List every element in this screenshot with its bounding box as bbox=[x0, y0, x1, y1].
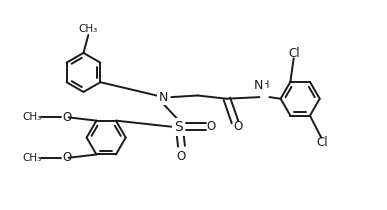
Text: H: H bbox=[262, 80, 270, 90]
Text: O: O bbox=[233, 120, 243, 133]
Text: N: N bbox=[159, 91, 168, 104]
Text: Cl: Cl bbox=[317, 136, 328, 149]
Text: CH₃: CH₃ bbox=[22, 112, 42, 122]
Text: CH₃: CH₃ bbox=[22, 153, 42, 163]
Text: CH₃: CH₃ bbox=[79, 24, 98, 34]
Text: O: O bbox=[62, 151, 71, 164]
Text: Cl: Cl bbox=[289, 47, 300, 60]
Text: N: N bbox=[254, 79, 263, 92]
Text: O: O bbox=[206, 120, 216, 133]
Text: O: O bbox=[177, 150, 186, 163]
Text: S: S bbox=[174, 120, 183, 134]
Text: O: O bbox=[62, 111, 71, 124]
